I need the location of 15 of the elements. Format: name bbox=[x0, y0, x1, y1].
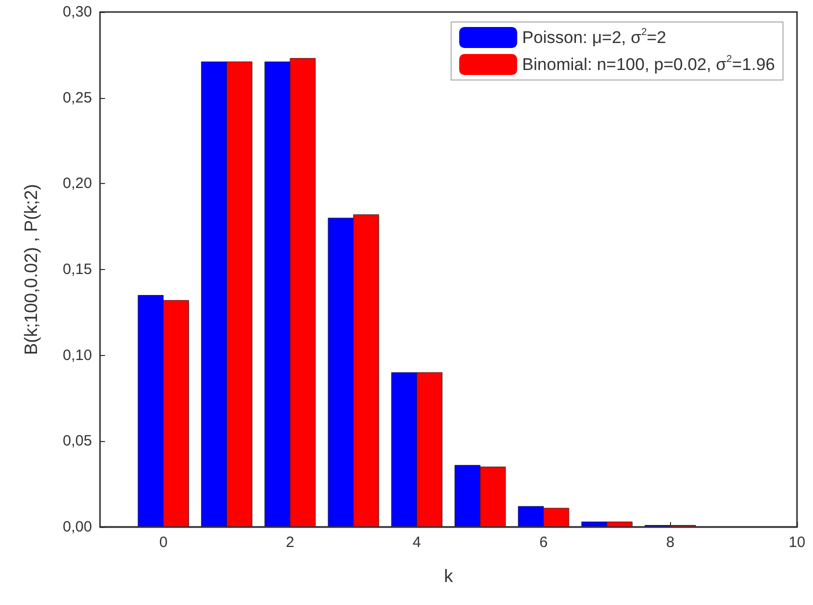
y-tick-label: 0,20 bbox=[62, 175, 92, 192]
x-tick-label: 8 bbox=[666, 534, 674, 551]
x-axis-title: k bbox=[444, 566, 454, 586]
y-tick-label: 0,30 bbox=[62, 4, 92, 20]
x-tick-label: 6 bbox=[539, 534, 548, 551]
y-tick-label: 0,15 bbox=[62, 261, 92, 278]
x-tick-label: 2 bbox=[286, 534, 294, 551]
y-tick-label: 0,05 bbox=[62, 432, 92, 450]
y-tick-label: 0,00 bbox=[62, 518, 92, 536]
x-tick-label: 10 bbox=[788, 534, 806, 551]
x-tick-label: 4 bbox=[412, 534, 421, 551]
y-axis-title: B(k;100,0.02) , P(k;2) bbox=[21, 184, 41, 356]
y-tick-label: 0,10 bbox=[62, 346, 92, 364]
y-tick-label: 0,25 bbox=[62, 89, 92, 106]
x-tick-label: 0 bbox=[159, 534, 168, 551]
